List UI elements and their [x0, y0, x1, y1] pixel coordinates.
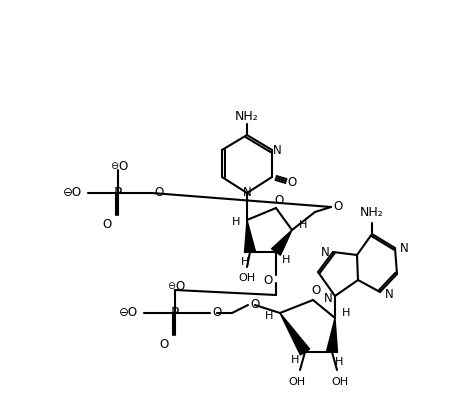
Text: O: O	[333, 200, 342, 213]
Text: O: O	[250, 299, 260, 312]
Text: H: H	[335, 357, 343, 367]
Text: OH: OH	[238, 273, 256, 283]
Text: H: H	[291, 355, 299, 365]
Text: H: H	[241, 257, 249, 267]
Text: ⊖O: ⊖O	[62, 186, 82, 199]
Text: N: N	[385, 288, 393, 300]
Text: P: P	[114, 186, 122, 200]
Text: H: H	[282, 255, 290, 265]
Text: N: N	[321, 246, 329, 258]
Text: O: O	[160, 338, 169, 351]
Text: NH₂: NH₂	[235, 110, 259, 123]
Text: O: O	[212, 307, 222, 320]
Text: N: N	[273, 144, 281, 157]
Text: NH₂: NH₂	[360, 207, 384, 220]
Text: O: O	[275, 194, 284, 207]
Text: N: N	[399, 241, 408, 255]
Polygon shape	[245, 220, 256, 252]
Text: OH: OH	[332, 377, 349, 387]
Text: ⊖: ⊖	[167, 281, 175, 291]
Polygon shape	[272, 230, 292, 255]
Text: O: O	[312, 284, 321, 297]
Text: O: O	[175, 279, 185, 292]
Text: H: H	[342, 308, 350, 318]
Text: O: O	[287, 176, 296, 189]
Text: H: H	[265, 311, 273, 321]
Polygon shape	[326, 318, 337, 352]
Text: O: O	[154, 186, 163, 199]
Text: H: H	[232, 217, 240, 227]
Text: O: O	[103, 218, 112, 231]
Polygon shape	[280, 313, 310, 355]
Text: N: N	[243, 186, 251, 199]
Text: H: H	[299, 220, 307, 230]
Text: N: N	[323, 291, 332, 304]
Text: OH: OH	[288, 377, 305, 387]
Text: ⊖: ⊖	[110, 161, 118, 171]
Text: O: O	[118, 160, 128, 173]
Text: ⊖O: ⊖O	[118, 307, 138, 320]
Text: O: O	[263, 275, 273, 288]
Text: P: P	[171, 306, 179, 320]
